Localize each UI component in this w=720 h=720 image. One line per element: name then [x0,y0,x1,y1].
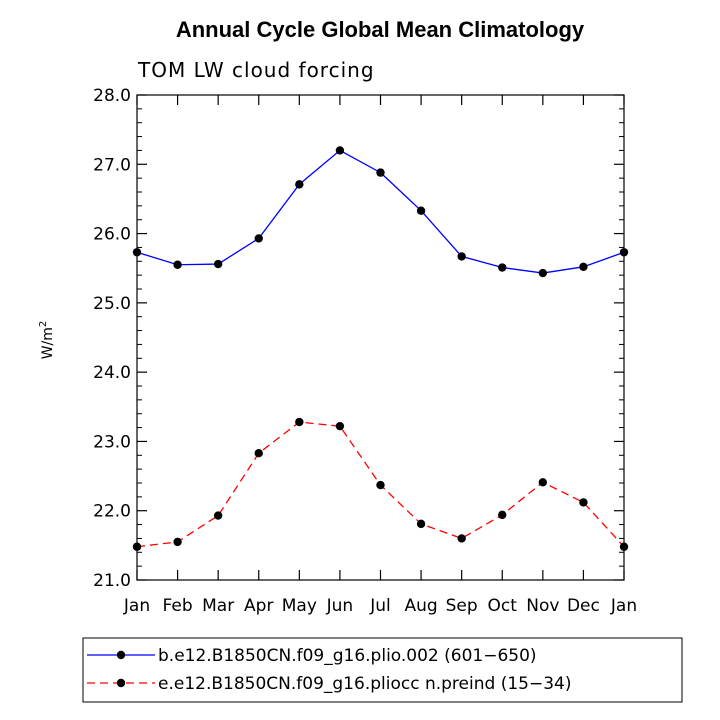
series-1-point [538,268,548,278]
series-1-point [132,248,142,257]
series-2-point [416,519,426,529]
legend-box [82,637,683,703]
y-tick-label: 23.0 [93,432,131,452]
y-tick-label: 25.0 [93,294,131,314]
series-2-point [132,542,142,551]
series-1-point [416,206,426,215]
y-tick-label: 24.0 [93,363,131,383]
x-tick-label: Jun [326,596,354,616]
chart-title: Annual Cycle Global Mean Climatology [176,17,585,42]
series-1-point [579,262,588,272]
x-tick-label: Sep [446,596,478,616]
x-axis: Jan Feb Mar Apr May Jun Jul Aug Sep Oct Nov Dec Jan [123,95,637,616]
series-2-point [538,478,548,487]
legend-swatch-marker-2 [116,678,126,688]
series-1-point [213,259,223,269]
series-2-point [295,417,304,427]
y-axis-label: W/m2 [38,321,56,360]
y-axis-label-exponent: 2 [38,321,49,327]
x-tick-label: Feb [163,596,193,616]
x-tick-label: Jan [123,596,150,616]
x-tick-label: Nov [526,596,559,616]
y-axis-label-unit: W/m [40,327,56,359]
series-1-point [335,146,345,155]
series-1-point [254,234,263,243]
y-minor-ticks [137,108,624,567]
x-tick-label: Apr [244,596,273,616]
x-tick-label: Jan [610,596,637,616]
series-1-point [295,180,304,189]
x-tick-label: Aug [404,596,437,616]
y-axis: 21.0 22.0 23.0 24.0 25.0 26.0 27.0 28.0 [93,86,624,591]
series-2-point [579,498,588,507]
series-2-point [254,449,263,458]
y-tick-label: 26.0 [93,225,131,245]
series-2-point [173,537,182,547]
chart-subtitle: TOM LW cloud forcing [137,58,375,82]
legend-entry-2: e.e12.B1850CN.f09_g16.pliocc n.preind (1… [158,674,571,694]
x-tick-label: Dec [567,596,600,616]
y-tick-label: 27.0 [93,155,131,175]
series-1 [132,146,629,278]
legend: b.e12.B1850CN.f09_g16.plio.002 (601−650)… [82,637,683,703]
series-1-point [498,263,507,272]
series-2-point [498,510,507,520]
x-tick-label: May [282,596,317,616]
series-1-point [376,168,385,177]
series-2-point [335,421,345,431]
x-tick-label: Mar [202,596,234,616]
series-1-point [173,260,182,269]
plot-frame [136,94,625,581]
series-2-point [376,480,385,490]
series-2-point [619,542,629,551]
x-tick-label: Oct [488,596,518,616]
series-1-point [619,248,629,257]
series-2-point [213,511,223,520]
x-tick-label: Jul [369,596,391,616]
series-layer [132,146,629,551]
plot-border [136,94,625,581]
y-tick-label: 28.0 [93,86,131,106]
series-2 [132,417,629,551]
legend-entry-1: b.e12.B1850CN.f09_g16.plio.002 (601−650) [158,646,537,666]
y-tick-label: 21.0 [93,571,131,591]
series-1-point [457,252,466,261]
y-tick-label: 22.0 [93,502,131,522]
legend-swatch-marker-1 [116,650,126,660]
series-2-point [457,534,466,543]
